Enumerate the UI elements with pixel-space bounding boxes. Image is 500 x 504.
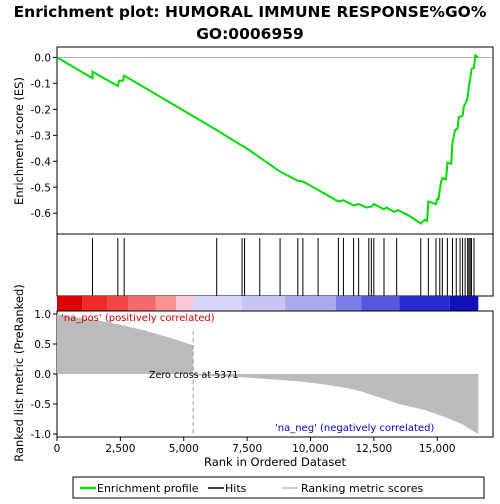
x-axis-label: Rank in Ordered Dataset xyxy=(204,455,347,469)
rank-bar-segment xyxy=(193,296,243,311)
es-y-tick-label: -0.4 xyxy=(31,156,52,168)
hits-panel-frame xyxy=(56,233,494,297)
zero-cross-label: Zero cross at 5371 xyxy=(149,370,238,381)
es-y-tick-label: -0.1 xyxy=(31,78,52,90)
legend-hits-label: Hits xyxy=(225,482,247,495)
metric-y-tick-label: -0.5 xyxy=(31,399,52,411)
es-y-tick-label: -0.3 xyxy=(31,130,52,142)
es-y-tick-label: 0.0 xyxy=(34,52,51,64)
negative-correlation-label: 'na_neg' (negatively correlated) xyxy=(275,423,434,434)
es-y-tick-label: -0.2 xyxy=(31,104,52,116)
rank-bar-segment xyxy=(176,296,194,311)
legend-ranking-metric-label: Ranking metric scores xyxy=(301,482,423,495)
x-tick-label: 5,000 xyxy=(169,443,199,455)
metric-y-axis-label: Ranked list metric (PreRanked) xyxy=(12,284,26,462)
metric-y-tick-label: 0.0 xyxy=(34,369,51,381)
x-axis: 0 2,500 5,000 7,500 10,000 12,500 15,000 xyxy=(54,437,456,455)
x-tick-label: 15,000 xyxy=(419,443,456,455)
es-y-axis-label: Enrichment score (ES) xyxy=(12,77,26,205)
rank-bar-segment xyxy=(449,296,479,311)
rank-bar-segment xyxy=(335,296,362,311)
chart-title-line-1: Enrichment plot: HUMORAL IMMUNE RESPONSE… xyxy=(14,3,487,21)
es-y-tick-label: -0.5 xyxy=(31,182,52,194)
rank-bar-segment xyxy=(57,296,83,311)
enrichment-profile-line xyxy=(56,53,479,225)
legend-enrichment-profile-label: Enrichment profile xyxy=(97,482,199,495)
x-tick-label: 10,000 xyxy=(292,443,329,455)
x-tick-label: 12,500 xyxy=(355,443,392,455)
chart-title-line-2: GO:0006959 xyxy=(196,25,304,43)
metric-y-tick-label: 0.5 xyxy=(34,339,51,351)
metric-y-axis: 1.0 0.5 0.0 -0.5 -1.0 xyxy=(31,309,57,441)
rank-bar-segment xyxy=(242,296,286,311)
rank-bar-segment xyxy=(82,296,108,311)
metric-y-tick-label: 1.0 xyxy=(34,309,51,321)
rank-color-bar xyxy=(57,296,479,311)
x-tick-label: 2,500 xyxy=(105,443,135,455)
rank-bar-segment xyxy=(399,296,450,311)
x-tick-label: 7,500 xyxy=(232,443,262,455)
metric-y-tick-label: -1.0 xyxy=(31,429,52,441)
rank-bar-segment xyxy=(127,296,156,311)
hit-marks xyxy=(91,238,475,296)
es-y-tick-label: -0.6 xyxy=(31,208,52,220)
positive-correlation-label: 'na_pos' (positively correlated) xyxy=(61,313,215,324)
es-y-axis: 0.0 -0.1 -0.2 -0.3 -0.4 -0.5 -0.6 xyxy=(31,52,493,220)
legend: Enrichment profile Hits Ranking metric s… xyxy=(72,476,485,499)
rank-bar-segment xyxy=(107,296,128,311)
x-tick-label: 0 xyxy=(54,443,61,455)
ranking-metric-area xyxy=(57,314,479,434)
rank-bar-segment xyxy=(155,296,177,311)
rank-bar-segment xyxy=(285,296,336,311)
rank-bar-segment xyxy=(361,296,400,311)
legend-frame xyxy=(72,476,485,499)
